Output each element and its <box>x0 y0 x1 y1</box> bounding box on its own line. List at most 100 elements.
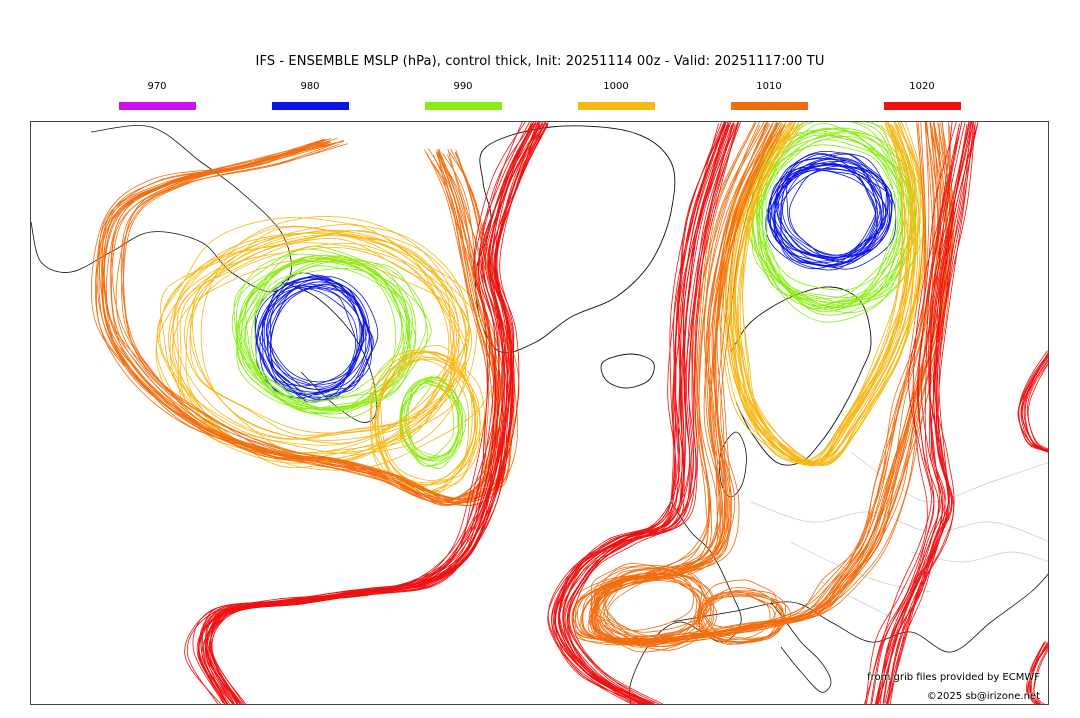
isobar-990 <box>233 248 408 410</box>
isobar-1000 <box>160 230 473 446</box>
isobar-1010 <box>103 142 499 500</box>
isobar-980 <box>773 169 897 270</box>
legend-swatch <box>424 102 502 110</box>
isobar-1010 <box>102 138 503 506</box>
isobar-1010 <box>594 564 713 633</box>
isobar-990 <box>237 255 432 410</box>
legend-swatch <box>577 102 655 110</box>
isobar-1020 <box>1024 360 1048 451</box>
isobar-1020 <box>211 122 546 704</box>
isobar-1000 <box>729 122 917 465</box>
isobar-1020 <box>1020 352 1048 452</box>
map-panel <box>30 121 1049 705</box>
isobar-1010 <box>111 137 512 501</box>
isobar-1010 <box>587 122 947 641</box>
isobar-1010 <box>590 576 698 644</box>
isobar-1020 <box>559 123 735 704</box>
isobar-1020 <box>886 122 979 704</box>
legend-label: 1020 <box>909 81 935 92</box>
isobar-1020 <box>186 122 526 704</box>
isobar-1020 <box>553 122 726 704</box>
isobar-980 <box>776 153 884 258</box>
isobar-1010 <box>110 141 499 503</box>
isobar-1010 <box>594 122 953 643</box>
isobar-1010 <box>101 139 498 506</box>
isobar-1010 <box>91 145 488 502</box>
legend-label: 1010 <box>756 81 782 92</box>
isobar-980 <box>772 160 893 263</box>
legend-item-1000: 1000 <box>576 80 656 110</box>
isobar-980 <box>259 285 357 402</box>
coastline-greenland <box>475 125 676 354</box>
isobar-1020 <box>1023 356 1048 452</box>
legend-label: 1000 <box>603 81 629 92</box>
isobar-1020 <box>1030 645 1048 704</box>
isobar-1020 <box>870 122 963 704</box>
isobar-1020 <box>1027 641 1048 704</box>
isobar-layer <box>91 122 1048 704</box>
isobar-1020 <box>876 122 962 704</box>
isobar-980 <box>261 278 363 388</box>
country-border <box>750 501 1048 542</box>
isobar-1020 <box>877 122 973 704</box>
map-svg <box>31 122 1048 704</box>
isobar-1020 <box>1025 641 1045 704</box>
isobar-1020 <box>206 122 543 704</box>
isobar-1010 <box>593 122 942 646</box>
isobar-980 <box>768 163 886 258</box>
isobar-1000 <box>169 247 468 455</box>
isobar-1000 <box>172 258 456 454</box>
isobar-990 <box>400 375 460 462</box>
isobar-1020 <box>563 123 729 704</box>
legend-swatch <box>271 102 349 110</box>
legend-item-990: 990 <box>423 80 503 110</box>
isobar-1020 <box>209 122 540 704</box>
isobar-1020 <box>874 122 974 704</box>
isobar-1020 <box>559 124 730 704</box>
isobar-1020 <box>557 122 730 704</box>
isobar-1020 <box>567 122 739 704</box>
isobar-1010 <box>605 573 712 641</box>
isobar-1020 <box>875 122 971 704</box>
isobar-1020 <box>200 122 535 704</box>
isobar-1020 <box>889 124 978 704</box>
isobar-980 <box>270 279 371 403</box>
isobar-1020 <box>871 125 960 704</box>
legend-swatch <box>730 102 808 110</box>
isobar-1000 <box>159 234 455 454</box>
legend-label: 990 <box>453 81 473 92</box>
isobar-1020 <box>567 122 734 704</box>
isobar-1020 <box>205 125 541 704</box>
isobar-990 <box>756 134 897 307</box>
legend-label: 980 <box>300 81 320 92</box>
isobar-1010 <box>596 568 707 637</box>
coastline-british-isles <box>719 431 747 498</box>
isobar-1000 <box>376 345 485 484</box>
isobar-1010 <box>590 562 694 631</box>
isobar-980 <box>788 165 891 261</box>
legend-item-980: 980 <box>270 80 350 110</box>
isobar-1010 <box>603 577 713 651</box>
isobar-990 <box>746 129 905 300</box>
chart-title: IFS - ENSEMBLE MSLP (hPa), control thick… <box>255 54 825 69</box>
isobar-980 <box>766 167 877 267</box>
isobar-1000 <box>172 226 455 468</box>
isobar-1020 <box>1026 363 1048 450</box>
isobar-1000 <box>189 229 470 434</box>
isobar-1010 <box>572 122 930 646</box>
isobar-1000 <box>179 242 467 462</box>
isobar-1000 <box>730 122 911 466</box>
coastline-scandinavia <box>730 286 872 466</box>
data-credit: from grib files provided by ECMWF <box>867 672 1040 683</box>
isobar-1020 <box>864 122 957 704</box>
copyright-credit: ©2025 sb@irizone.net <box>926 691 1040 702</box>
isobar-1010 <box>595 122 951 641</box>
isobar-1020 <box>865 123 961 704</box>
legend-item-970: 970 <box>117 80 197 110</box>
isobar-1020 <box>572 122 739 704</box>
isobar-1020 <box>202 123 533 704</box>
isobar-980 <box>265 281 365 383</box>
isobar-1000 <box>738 122 919 464</box>
isobar-1010 <box>702 591 784 645</box>
legend-swatch <box>118 102 196 110</box>
